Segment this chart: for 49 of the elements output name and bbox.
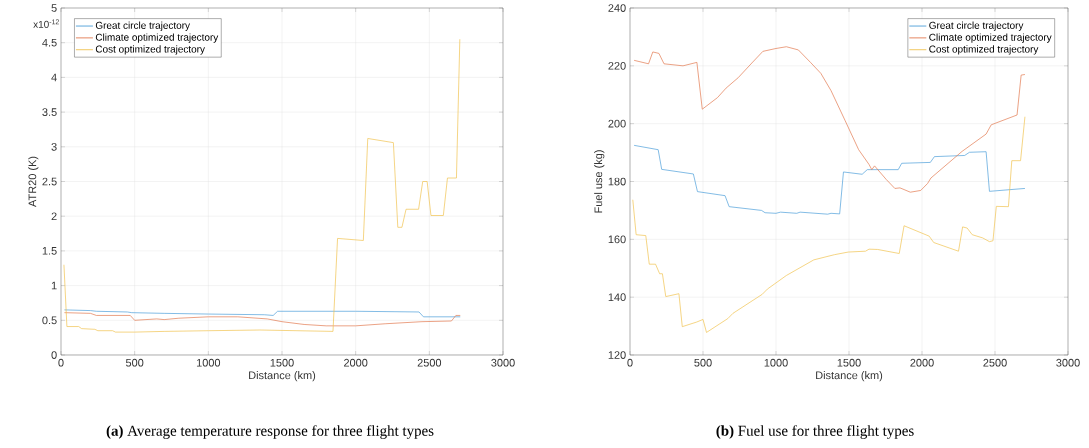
y-tick-label: 4.5 bbox=[42, 38, 57, 47]
x-tick-label: 0 bbox=[627, 358, 633, 367]
x-tick-label: 0 bbox=[58, 358, 64, 367]
legend-label: Climate optimized trajectory bbox=[95, 33, 219, 43]
y-tick-label: 200 bbox=[608, 119, 626, 128]
x-tick-label: 1500 bbox=[270, 358, 294, 367]
text: (a) Average temperature response for three flight types bbox=[106, 425, 434, 439]
y-tick-label: 240 bbox=[608, 4, 626, 12]
x-tick-label: 2000 bbox=[344, 358, 368, 367]
x-tick-label: 3000 bbox=[1056, 358, 1080, 367]
x-tick-label: 2500 bbox=[417, 358, 442, 367]
legend-label: Cost optimized trajectory bbox=[929, 45, 1039, 55]
legend-label: Climate optimized trajectory bbox=[929, 33, 1052, 43]
y-tick-label: 0.5 bbox=[42, 316, 57, 325]
x-axis-title: Distance (km) bbox=[249, 371, 316, 382]
line-series bbox=[633, 145, 1026, 215]
y-tick-label: 2 bbox=[51, 212, 57, 221]
y-tick-label: 0 bbox=[51, 351, 57, 359]
legend-label: Cost optimized trajectory bbox=[95, 45, 205, 55]
y-tick-label: 3 bbox=[51, 142, 57, 151]
y-tick-label: 1.5 bbox=[42, 247, 57, 255]
line-series bbox=[64, 309, 461, 318]
x-tick-label: 2500 bbox=[983, 358, 1007, 367]
y-tick-label: 4 bbox=[51, 73, 57, 82]
line-series bbox=[632, 116, 1026, 333]
x-axis-title: Distance (km) bbox=[816, 371, 883, 382]
x-tick-label: 1000 bbox=[764, 358, 788, 367]
y-tick-label: 1 bbox=[51, 281, 57, 290]
x-tick-label: 2000 bbox=[910, 358, 934, 367]
x-tick-label: 500 bbox=[694, 358, 712, 367]
y-tick-label: 5 bbox=[51, 4, 57, 12]
legend-label: Great circle trajectory bbox=[929, 21, 1024, 31]
x-tick-label: 500 bbox=[125, 358, 144, 367]
legend-label: Great circle trajectory bbox=[95, 21, 190, 31]
line-series bbox=[64, 312, 461, 327]
x-tick-label: 1500 bbox=[837, 358, 861, 367]
y-tick-label: 180 bbox=[608, 177, 626, 186]
text: (b) Fuel use for three flight types bbox=[716, 425, 914, 439]
y-axis-title: Fuel use (kg) bbox=[594, 150, 605, 213]
y-axis-title: ATR20 (K) bbox=[28, 156, 39, 207]
x-tick-label: 3000 bbox=[491, 358, 515, 367]
y-tick-label: 3.5 bbox=[42, 108, 57, 116]
y-tick-label: 120 bbox=[608, 351, 626, 359]
text: x10$^{-12}$ bbox=[33, 19, 59, 28]
y-tick-label: 2.5 bbox=[42, 177, 57, 186]
y-tick-label: 160 bbox=[608, 235, 626, 244]
x-tick-label: 1000 bbox=[196, 358, 221, 367]
y-tick-label: 140 bbox=[608, 293, 626, 302]
y-tick-label: 220 bbox=[608, 61, 626, 70]
